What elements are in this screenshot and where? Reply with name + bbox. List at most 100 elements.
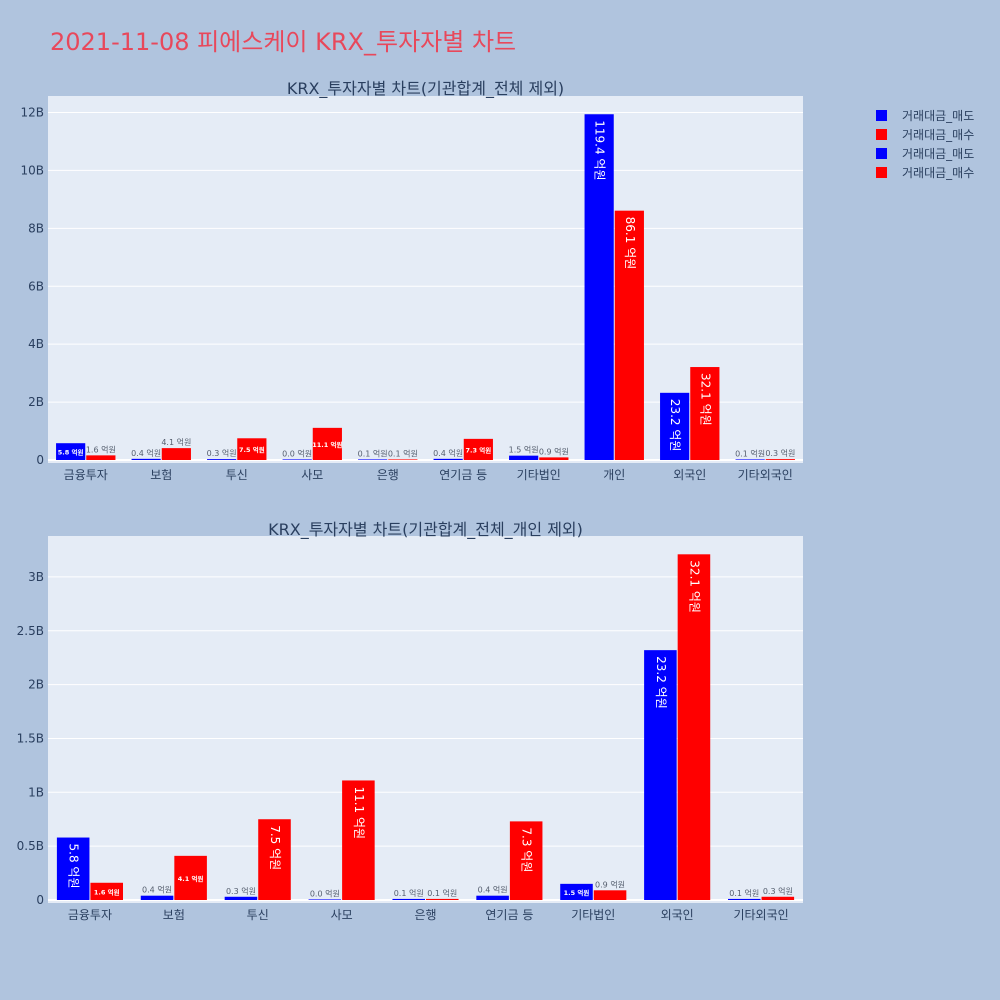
data-label: 0.1 억원 <box>427 888 457 898</box>
data-label: 7.3 억원 <box>465 445 491 454</box>
bar-sell[interactable] <box>207 459 237 460</box>
bar-sell[interactable] <box>509 455 539 460</box>
data-label: 0.4 억원 <box>131 448 161 458</box>
legend-label: 거래대금_매도 <box>902 109 975 123</box>
legend[interactable]: 거래대금_매도 거래대금_매수 거래대금_매도 거래대금_매수 <box>876 106 974 182</box>
data-label: 5.8 억원 <box>67 844 81 889</box>
y-tick-label: 0 <box>36 453 44 467</box>
y-tick-label: 0.5B <box>17 839 44 853</box>
data-label: 0.9 억원 <box>595 879 625 889</box>
legend-item[interactable]: 거래대금_매수 <box>876 125 974 144</box>
bar-buy[interactable] <box>593 890 627 900</box>
bar-buy[interactable] <box>90 882 123 900</box>
bar-buy[interactable] <box>161 448 191 460</box>
bar-sell[interactable] <box>131 458 161 460</box>
bar-buy[interactable] <box>86 455 116 460</box>
bar-sell[interactable] <box>735 459 765 460</box>
x-tick-label: 연기금 등 <box>485 908 533 922</box>
bar-sell[interactable] <box>224 896 258 900</box>
data-label: 0.0 억원 <box>282 448 312 458</box>
y-tick-label: 3B <box>28 570 44 584</box>
bar-sell[interactable] <box>282 459 312 460</box>
data-label: 0.1 억원 <box>729 888 759 898</box>
bar-buy[interactable] <box>509 821 543 900</box>
data-label: 0.1 억원 <box>735 448 765 458</box>
legend-label: 거래대금_매수 <box>902 166 975 180</box>
bar-buy[interactable] <box>614 210 644 460</box>
data-label: 11.1 억원 <box>312 440 342 449</box>
data-label: 0.1 억원 <box>394 888 424 898</box>
bar-buy[interactable] <box>765 459 795 460</box>
bar-buy[interactable] <box>539 457 569 460</box>
data-label: 0.3 억원 <box>765 448 795 458</box>
y-tick-label: 10B <box>20 163 44 177</box>
legend-item[interactable]: 거래대금_매수 <box>876 163 974 182</box>
bar-sell[interactable] <box>433 458 463 460</box>
data-label: 32.1 억원 <box>698 373 712 426</box>
data-label: 23.2 억원 <box>654 656 668 709</box>
bar-sell[interactable] <box>584 114 614 460</box>
data-label: 0.3 억원 <box>207 448 237 458</box>
bar-sell[interactable] <box>56 443 86 460</box>
data-label: 32.1 억원 <box>687 560 701 613</box>
data-label: 5.8 억원 <box>58 448 84 457</box>
plot-area <box>48 536 803 903</box>
x-tick-label: 사모 <box>301 468 323 482</box>
bar-sell[interactable] <box>56 837 90 900</box>
data-label: 0.4 억원 <box>142 885 172 895</box>
data-label: 0.4 억원 <box>478 885 508 895</box>
chart-title: KRX_투자자별 차트(기관합계_전체_개인 제외) <box>268 520 583 540</box>
data-label: 4.1 억원 <box>161 437 191 447</box>
bar-sell[interactable] <box>140 895 174 900</box>
x-tick-label: 기타외국인 <box>733 908 788 922</box>
bar-sell[interactable] <box>560 883 593 900</box>
y-tick-label: 8B <box>28 221 44 235</box>
bar-sell[interactable] <box>660 392 690 460</box>
chart-title: KRX_투자자별 차트(기관합계_전체 제외) <box>287 79 564 99</box>
y-tick-label: 1B <box>28 785 44 799</box>
bar-buy[interactable] <box>463 438 493 460</box>
bar-sell[interactable] <box>644 650 677 900</box>
y-tick-label: 0 <box>36 893 44 907</box>
bar-buy[interactable] <box>761 896 795 900</box>
x-tick-label: 기타법인 <box>571 908 615 922</box>
bar-buy[interactable] <box>237 438 267 460</box>
data-label: 23.2 억원 <box>668 399 682 452</box>
x-tick-label: 보험 <box>163 908 185 922</box>
legend-swatch-sell <box>876 110 887 121</box>
data-label: 0.9 억원 <box>539 446 569 456</box>
y-tick-label: 12B <box>20 106 44 120</box>
bar-buy[interactable] <box>690 367 720 460</box>
x-tick-label: 외국인 <box>661 908 694 922</box>
x-tick-label: 기타법인 <box>517 468 561 482</box>
bar-sell[interactable] <box>392 898 425 900</box>
y-tick-label: 4B <box>28 337 44 351</box>
bar-sell[interactable] <box>308 899 342 900</box>
legend-item[interactable]: 거래대금_매도 <box>876 106 974 125</box>
data-label: 1.6 억원 <box>94 887 120 896</box>
plot-area <box>48 96 803 463</box>
bar-sell[interactable] <box>728 898 761 900</box>
y-tick-label: 2B <box>28 678 44 692</box>
x-tick-label: 은행 <box>414 907 436 922</box>
bar-buy[interactable] <box>312 427 342 460</box>
data-label: 1.5 억원 <box>564 888 590 897</box>
bar-buy[interactable] <box>677 554 711 900</box>
bar-buy[interactable] <box>388 459 418 460</box>
x-tick-label: 기타외국인 <box>738 468 793 482</box>
bar-buy[interactable] <box>174 855 207 900</box>
data-label: 1.6 억원 <box>86 444 116 454</box>
bar-buy[interactable] <box>342 780 375 900</box>
data-label: 86.1 억원 <box>623 217 637 270</box>
chart-1: 0 2B 4B 6B 8B 10B 12B KRX_투자자별 차트(기관합계_전체 제외) 금융… <box>20 79 803 482</box>
legend-item[interactable]: 거래대금_매도 <box>876 144 974 163</box>
data-label: 0.1 억원 <box>358 448 388 458</box>
bar-buy[interactable] <box>426 898 459 900</box>
bar-sell[interactable] <box>358 459 388 460</box>
y-tick-label: 2.5B <box>17 624 44 638</box>
y-tick-label: 2B <box>28 395 44 409</box>
bar-sell[interactable] <box>476 895 509 900</box>
x-tick-label: 연기금 등 <box>439 468 487 482</box>
bar-buy[interactable] <box>258 819 291 900</box>
